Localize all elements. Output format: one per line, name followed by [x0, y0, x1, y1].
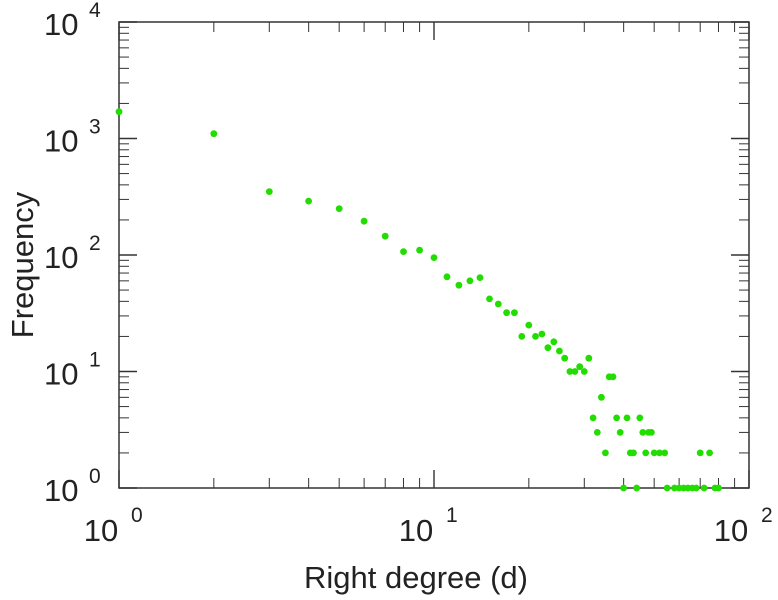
x-axis-title: Right degree (d)	[304, 560, 528, 595]
data-point	[692, 484, 700, 492]
y-tick-exponent: 0	[89, 465, 101, 488]
data-points	[115, 108, 722, 492]
data-point	[305, 197, 312, 205]
data-point	[633, 484, 641, 492]
data-point	[576, 363, 584, 371]
y-tick-labels: 10 0 10 1 10 2 10 3 10 4	[44, 0, 101, 508]
data-point	[503, 309, 510, 317]
data-point	[561, 354, 569, 362]
x-minor-ticks	[213, 22, 736, 488]
data-point	[609, 373, 617, 381]
y-tick-exponent: 4	[89, 0, 101, 22]
data-point	[616, 429, 624, 436]
data-point	[210, 130, 218, 138]
x-major-ticks	[118, 22, 750, 488]
data-point	[486, 295, 493, 303]
data-point	[335, 205, 343, 213]
data-point	[115, 108, 123, 116]
data-point	[700, 484, 708, 492]
y-minor-ticks	[119, 26, 749, 454]
data-point	[400, 248, 407, 256]
data-point	[623, 414, 631, 422]
data-point	[650, 449, 658, 457]
data-point	[466, 277, 474, 285]
y-tick-exponent: 3	[89, 116, 101, 139]
data-point	[648, 429, 655, 436]
data-point	[636, 414, 644, 422]
data-point	[265, 188, 273, 196]
y-tick-label: 10	[44, 240, 78, 275]
data-point	[381, 232, 389, 240]
y-tick-label: 10	[44, 7, 78, 42]
x-tick-labels: 10 0 10 1 10 2	[84, 504, 773, 548]
data-point	[443, 273, 451, 281]
x-tick-label: 10	[84, 513, 118, 548]
data-point	[598, 393, 605, 401]
data-point	[550, 338, 558, 346]
data-point	[589, 414, 597, 422]
data-point	[430, 254, 438, 261]
x-tick-exponent: 2	[761, 504, 773, 527]
data-point	[511, 309, 518, 317]
x-tick-exponent: 0	[131, 504, 143, 527]
data-point	[593, 429, 601, 436]
data-point	[566, 368, 574, 375]
data-point	[538, 330, 546, 338]
data-point	[360, 217, 368, 225]
data-point	[715, 484, 722, 492]
data-point	[556, 347, 563, 355]
data-point	[455, 281, 463, 289]
y-axis-title: Frequency	[5, 191, 40, 338]
data-point	[656, 449, 663, 457]
data-point	[494, 300, 502, 308]
y-tick-exponent: 1	[89, 349, 101, 372]
y-major-ticks	[119, 21, 749, 489]
x-tick-label: 10	[714, 513, 748, 548]
data-point	[544, 344, 552, 352]
data-point	[663, 484, 671, 492]
x-tick-label: 10	[399, 513, 433, 548]
data-point	[532, 333, 539, 340]
data-point	[639, 429, 647, 436]
y-tick-label: 10	[44, 357, 78, 392]
data-point	[525, 321, 533, 329]
data-point	[630, 449, 637, 457]
data-point	[706, 449, 713, 457]
data-point	[585, 354, 593, 362]
data-point	[696, 449, 704, 457]
data-point	[661, 449, 669, 457]
data-point	[602, 449, 609, 457]
data-point	[571, 368, 579, 375]
data-point	[642, 449, 650, 457]
data-point	[620, 484, 627, 492]
data-point	[518, 333, 526, 340]
y-tick-label: 10	[44, 124, 78, 159]
y-tick-exponent: 2	[89, 232, 101, 255]
data-point	[613, 414, 620, 422]
x-tick-exponent: 1	[446, 504, 458, 527]
data-point	[580, 368, 588, 375]
data-point	[416, 246, 423, 254]
data-point	[476, 274, 484, 281]
y-tick-label: 10	[44, 473, 78, 508]
